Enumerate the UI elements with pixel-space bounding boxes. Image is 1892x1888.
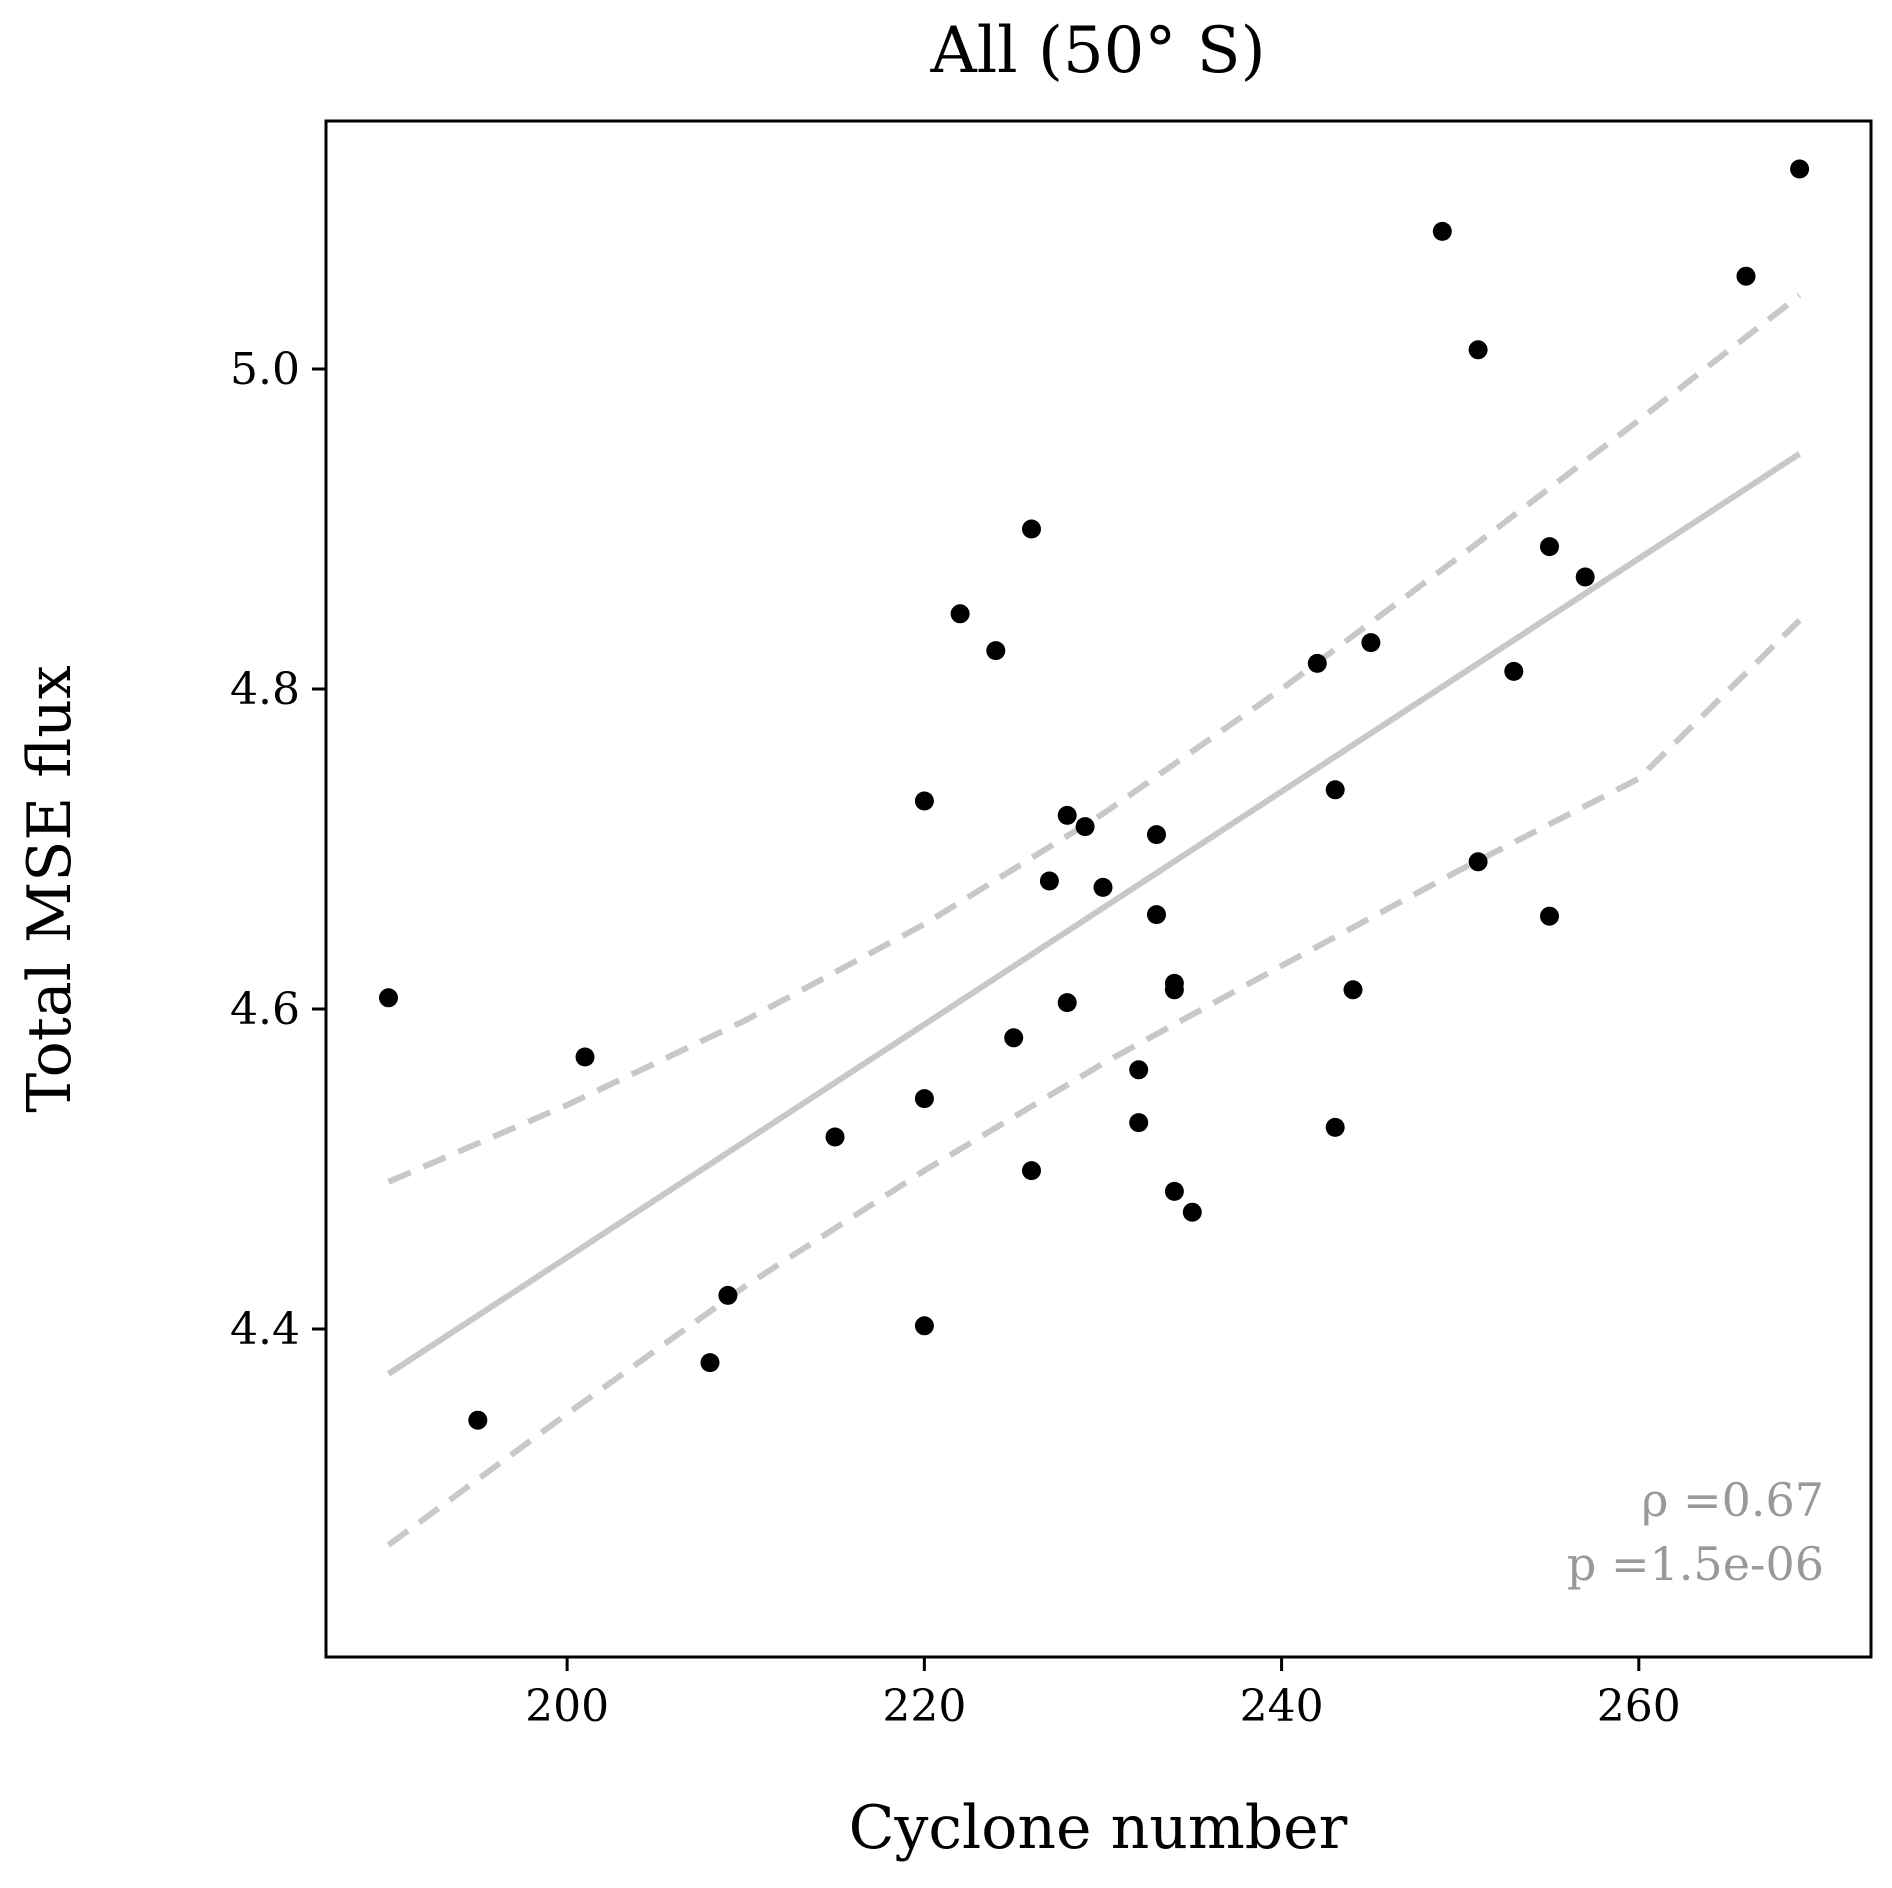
data-point: [1093, 877, 1113, 897]
data-point: [1057, 805, 1077, 825]
data-point: [1022, 1161, 1041, 1181]
confidence-band-upper: [387, 293, 1802, 1185]
y-axis-label: Total MSE flux: [15, 665, 85, 1113]
data-points: [379, 159, 1810, 1430]
data-point: [1129, 1113, 1149, 1133]
data-point: [1039, 871, 1059, 891]
data-point: [825, 1127, 845, 1147]
data-point: [1147, 825, 1166, 845]
data-point: [1361, 633, 1381, 653]
confidence-band: [386, 293, 1802, 1548]
y-tick-label: 4.8: [230, 664, 300, 715]
data-point: [379, 988, 398, 1008]
data-point: [1343, 980, 1363, 1000]
data-point: [986, 641, 1006, 661]
data-point: [1057, 993, 1077, 1013]
data-point: [1004, 1028, 1024, 1048]
y-tick-label: 4.4: [230, 1304, 300, 1355]
x-tick-label: 200: [525, 1681, 609, 1732]
p-value-annotation: p =1.5e-06: [1567, 1537, 1824, 1591]
x-tick-label: 240: [1240, 1681, 1324, 1732]
data-point: [1147, 905, 1166, 925]
data-point: [914, 1089, 934, 1109]
y-tick-label: 5.0: [230, 344, 300, 395]
plot-frame: [324, 119, 1873, 1659]
data-point: [1325, 780, 1345, 800]
x-tick-label: 260: [1597, 1681, 1681, 1732]
data-point: [1468, 340, 1488, 360]
data-point: [1164, 1181, 1184, 1201]
data-point: [914, 791, 934, 811]
data-point: [700, 1353, 720, 1373]
data-point: [1504, 661, 1524, 681]
data-point: [1307, 653, 1327, 673]
data-point: [1432, 221, 1452, 241]
data-point: [1075, 817, 1095, 837]
regression-fit: [386, 451, 1802, 1377]
rho-annotation: ρ =0.67: [1641, 1473, 1824, 1527]
data-point: [1790, 159, 1810, 179]
data-point: [575, 1047, 595, 1067]
confidence-band-lower: [386, 618, 1802, 1548]
data-point: [1325, 1117, 1345, 1137]
y-axis-ticks: 4.4 4.6 4.8 5.0: [230, 344, 326, 1355]
y-tick-label: 4.6: [230, 984, 300, 1035]
data-point: [1182, 1202, 1202, 1222]
data-point: [1575, 567, 1595, 587]
data-point: [1540, 906, 1559, 926]
data-point: [1129, 1060, 1149, 1080]
data-point: [914, 1316, 934, 1336]
x-axis-label: Cyclone number: [849, 1793, 1348, 1863]
data-point: [718, 1285, 738, 1305]
data-point: [950, 604, 970, 624]
data-point: [1736, 266, 1756, 286]
chart-title: All (50° S): [929, 14, 1265, 88]
data-point: [1468, 852, 1488, 872]
data-point: [1540, 537, 1559, 557]
x-tick-label: 220: [882, 1681, 966, 1732]
x-axis-ticks: 200 220 240 260: [525, 1657, 1681, 1732]
data-point: [1022, 519, 1041, 539]
data-point: [1164, 973, 1184, 993]
data-point: [468, 1410, 488, 1430]
fit-line: [386, 451, 1802, 1377]
